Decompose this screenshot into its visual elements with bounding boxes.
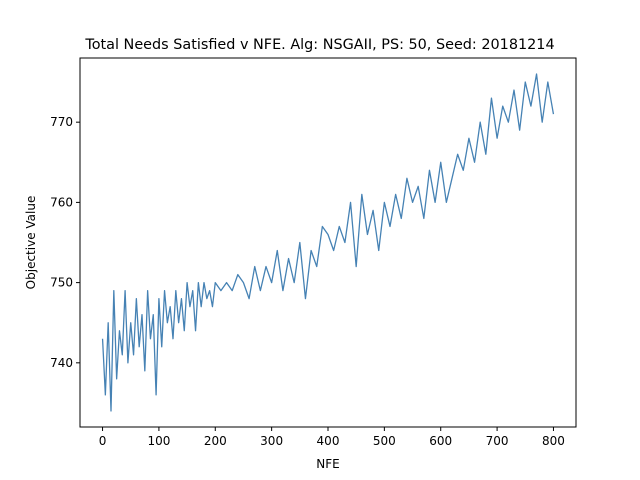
y-axis-title: Objective Value — [24, 196, 38, 290]
series-layer — [101, 73, 555, 412]
x-tick-label: 400 — [317, 434, 340, 448]
x-tick-label: 700 — [486, 434, 509, 448]
series-line-0 — [101, 73, 555, 412]
x-tick-label: 600 — [429, 434, 452, 448]
x-tick-label: 500 — [373, 434, 396, 448]
x-tick-label: 800 — [542, 434, 565, 448]
y-tick-label: 740 — [50, 356, 73, 370]
x-tick-label: 200 — [204, 434, 227, 448]
x-tick-label: 0 — [99, 434, 107, 448]
y-axis-ticks: 740 750 760 770 — [50, 115, 80, 370]
x-tick-label: 100 — [147, 434, 170, 448]
x-axis-ticks: 0 100 200 300 400 500 600 700 800 — [99, 427, 565, 448]
y-tick-label: 770 — [50, 115, 73, 129]
y-tick-label: 750 — [50, 276, 73, 290]
plot-area — [80, 58, 576, 427]
x-tick-label: 300 — [260, 434, 283, 448]
y-tick-label: 760 — [50, 195, 73, 209]
chart-title: Total Needs Satisfied v NFE. Alg: NSGAII… — [84, 37, 554, 53]
x-axis-title: NFE — [316, 457, 339, 471]
